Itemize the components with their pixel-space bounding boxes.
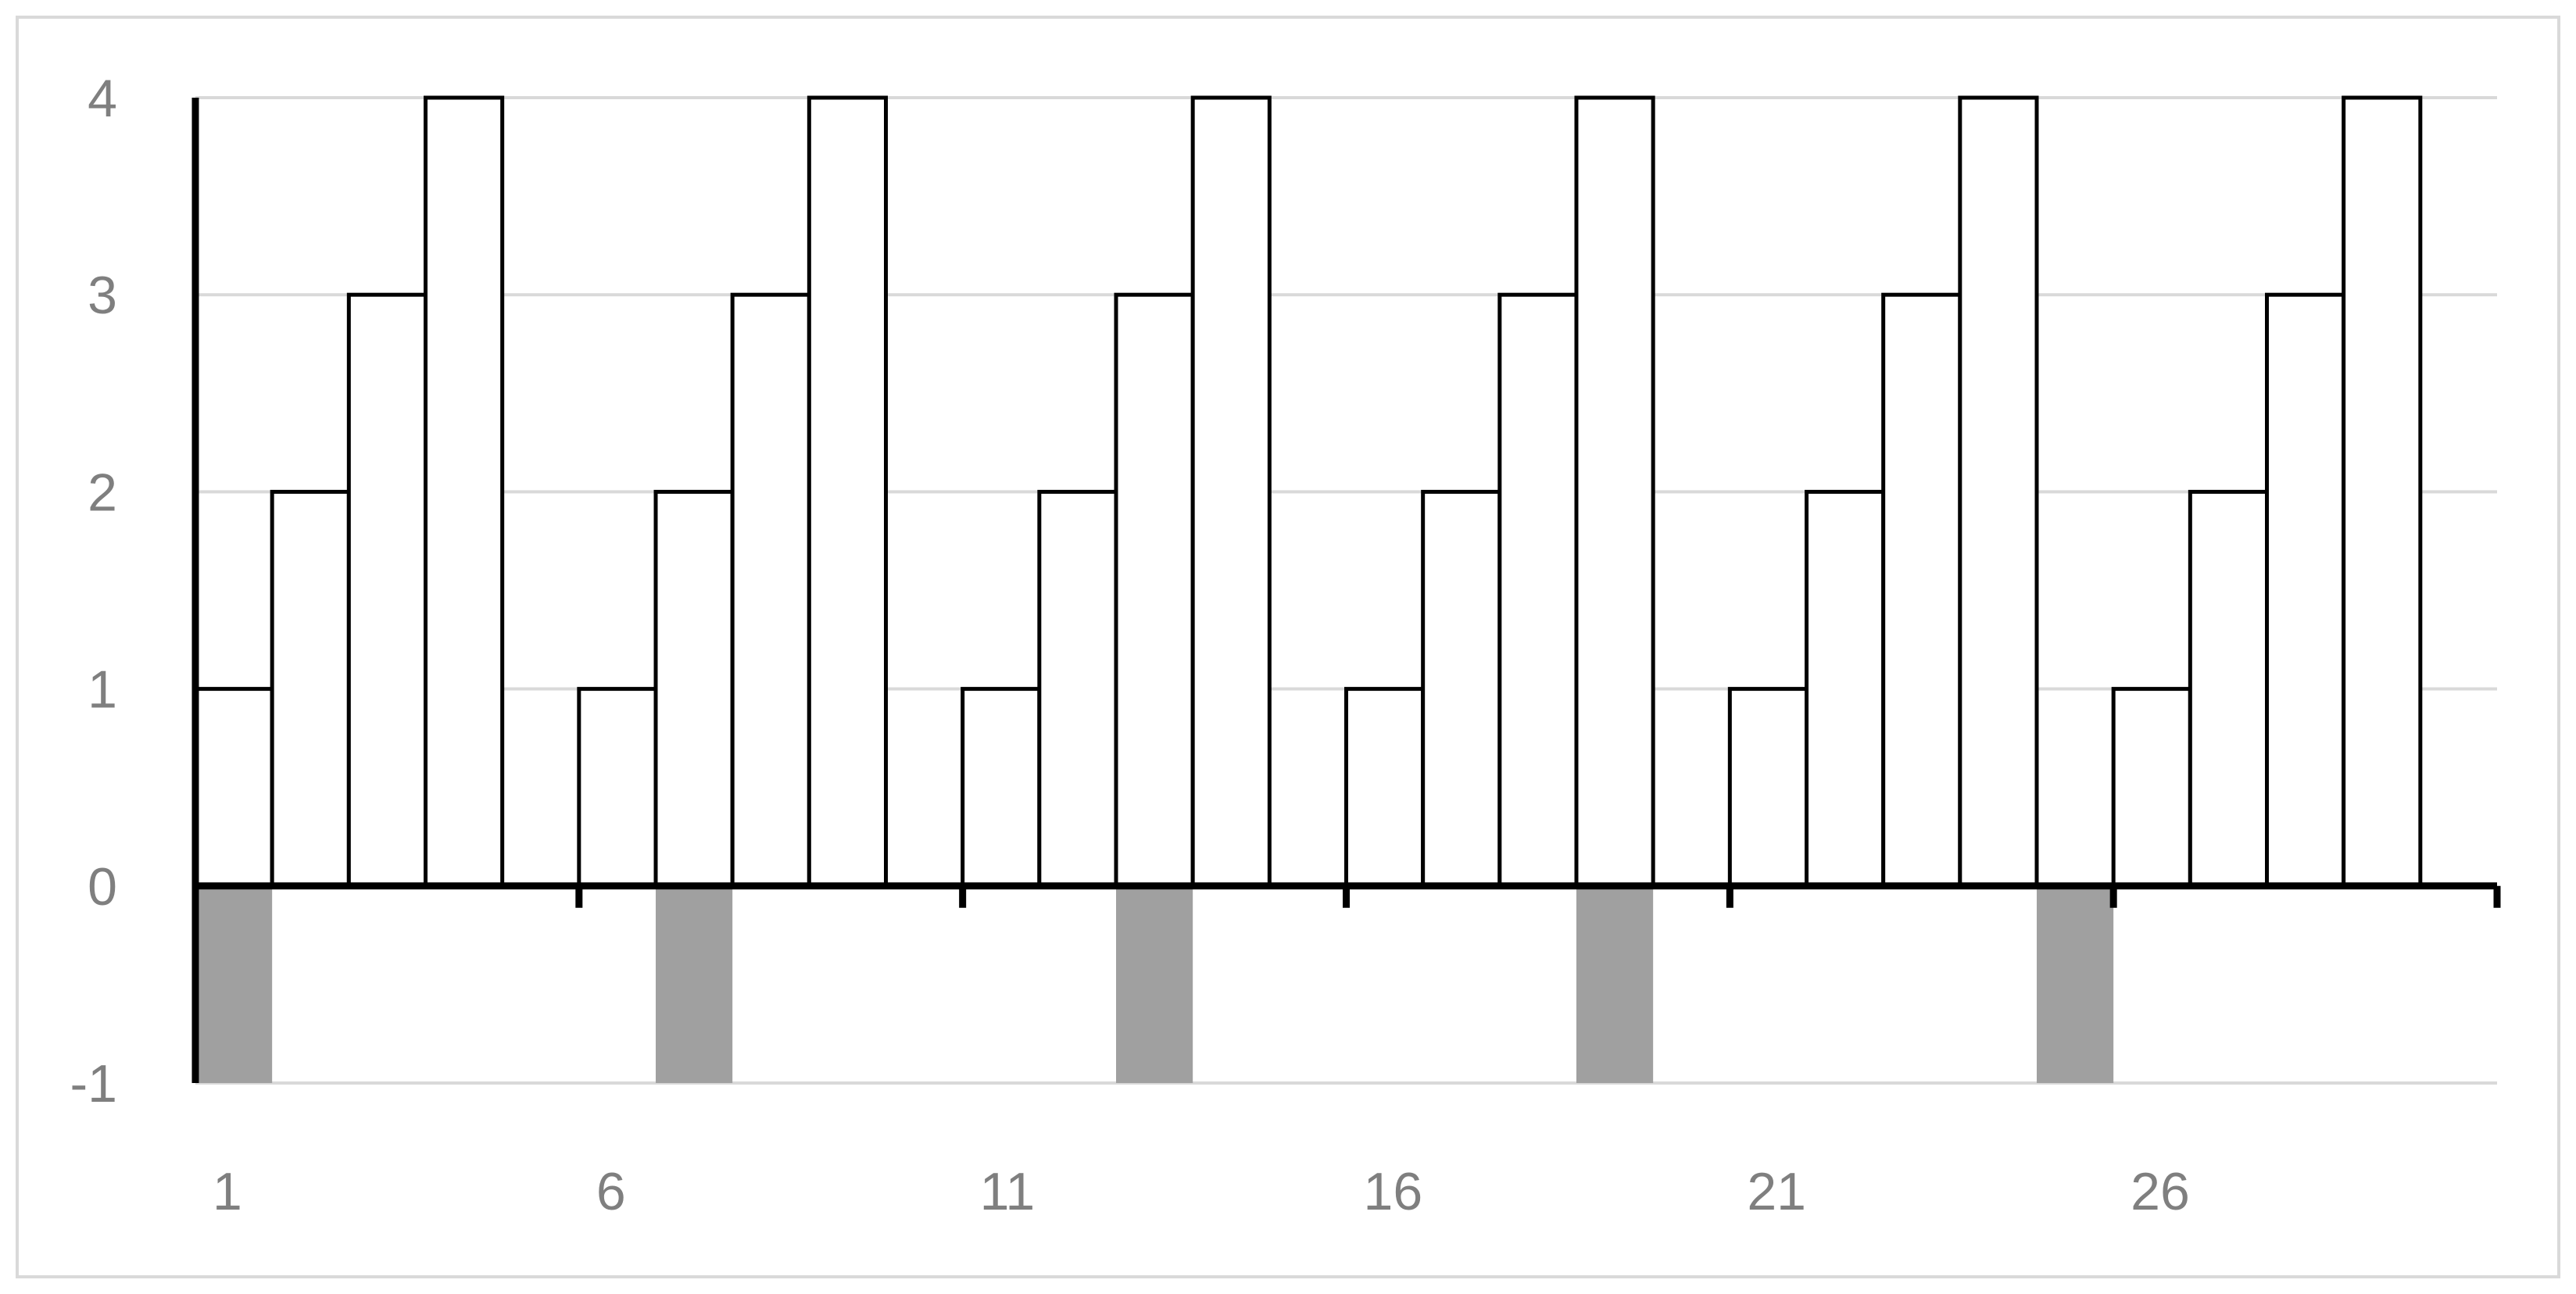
bar-29: [2342, 95, 2423, 888]
x-tick-label: 1: [213, 1162, 242, 1221]
bar-16: [1344, 687, 1426, 888]
bar-22: [1805, 489, 1886, 888]
axes: [191, 98, 2501, 1083]
bar-21: [1727, 687, 1809, 888]
bar-14: [1190, 95, 1272, 888]
bar-13: [1114, 292, 1195, 888]
x-tick-label: 21: [1747, 1162, 1806, 1221]
bar-7: [653, 489, 735, 888]
x-tick-labels: 1 6 11 16 21 26: [213, 1162, 2190, 1221]
bar-18: [1497, 292, 1579, 888]
bar-2: [270, 489, 351, 888]
bar-6: [577, 687, 658, 888]
negative-bar-1: [195, 885, 273, 1083]
bar-19: [1574, 95, 1655, 888]
bar-27: [2188, 489, 2269, 888]
y-tick-label: 2: [88, 463, 117, 522]
y-tick-label: 4: [88, 69, 117, 128]
bar-23: [1881, 292, 1962, 888]
bar-3: [346, 292, 428, 888]
bar-4: [424, 95, 505, 888]
bar-24: [1958, 95, 2039, 888]
negative-bar-13: [1116, 885, 1193, 1083]
y-tick-labels: 4 3 2 1 0 -1: [70, 69, 117, 1113]
bar-17: [1421, 489, 1502, 888]
y-tick-label: -1: [70, 1054, 117, 1113]
y-tick-label: 3: [88, 266, 117, 325]
x-tick-label: 26: [2131, 1162, 2190, 1221]
x-tick-label: 16: [1364, 1162, 1423, 1221]
y-tick-label: 0: [88, 857, 117, 917]
y-tick-label: 1: [88, 660, 117, 720]
x-tick-label: 11: [980, 1162, 1036, 1221]
negative-bar-7: [656, 885, 733, 1083]
negative-bar-19: [1576, 885, 1654, 1083]
bar-12: [1037, 489, 1118, 888]
bar-28: [2265, 292, 2346, 888]
bar-9: [807, 95, 889, 888]
bar-1: [193, 687, 274, 888]
bar-11: [961, 687, 1042, 888]
x-tick-label: 6: [596, 1162, 626, 1221]
bar-8: [730, 292, 811, 888]
bar-26: [2111, 687, 2192, 888]
negative-bar-25: [2037, 885, 2114, 1083]
bars: [193, 95, 2423, 1083]
